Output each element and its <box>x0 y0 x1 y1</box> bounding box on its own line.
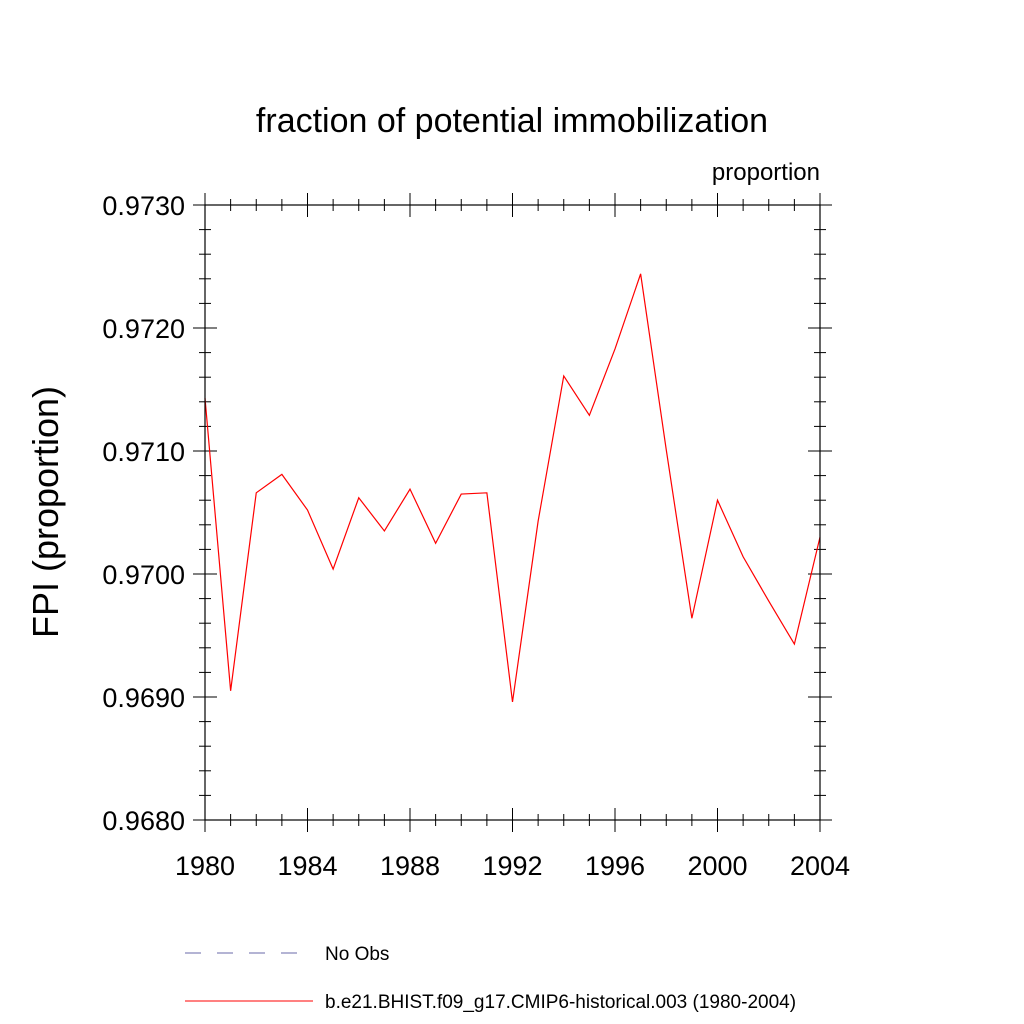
legend-label-no-obs: No Obs <box>325 944 389 965</box>
x-tick-label: 2004 <box>790 851 850 881</box>
plot-frame <box>204 204 821 821</box>
series-layer <box>204 273 821 703</box>
y-tick-label: 0.9710 <box>102 437 185 467</box>
legend-label-historical: b.e21.BHIST.f09_g17.CMIP6-historical.003… <box>325 992 796 1013</box>
major-ticks <box>193 193 832 832</box>
y-tick-label: 0.9680 <box>102 806 185 836</box>
y-axis-label: FPI (proportion) <box>25 386 66 638</box>
x-tick-label: 1988 <box>380 851 440 881</box>
x-tick-label: 1992 <box>482 851 542 881</box>
x-tick-label: 1996 <box>585 851 645 881</box>
y-tick-label: 0.9730 <box>102 191 185 221</box>
y-tick-label: 0.9690 <box>102 683 185 713</box>
y-tick-label: 0.9700 <box>102 560 185 590</box>
x-tick-label: 2000 <box>687 851 747 881</box>
chart-title: fraction of potential immobilization <box>256 102 768 140</box>
minor-ticks <box>199 199 826 826</box>
y-tick-label: 0.9720 <box>102 314 185 344</box>
series-line <box>204 273 821 703</box>
x-tick-label: 1984 <box>277 851 337 881</box>
x-tick-labels: 1980 1984 1988 1992 1996 2000 2004 <box>175 851 850 881</box>
y-tick-labels: 0.9680 0.9690 0.9700 0.9710 0.9720 0.9730 <box>102 191 185 836</box>
legend: No Obs b.e21.BHIST.f09_g17.CMIP6-histori… <box>185 944 796 1013</box>
units-label: proportion <box>712 159 820 186</box>
x-tick-label: 1980 <box>175 851 235 881</box>
